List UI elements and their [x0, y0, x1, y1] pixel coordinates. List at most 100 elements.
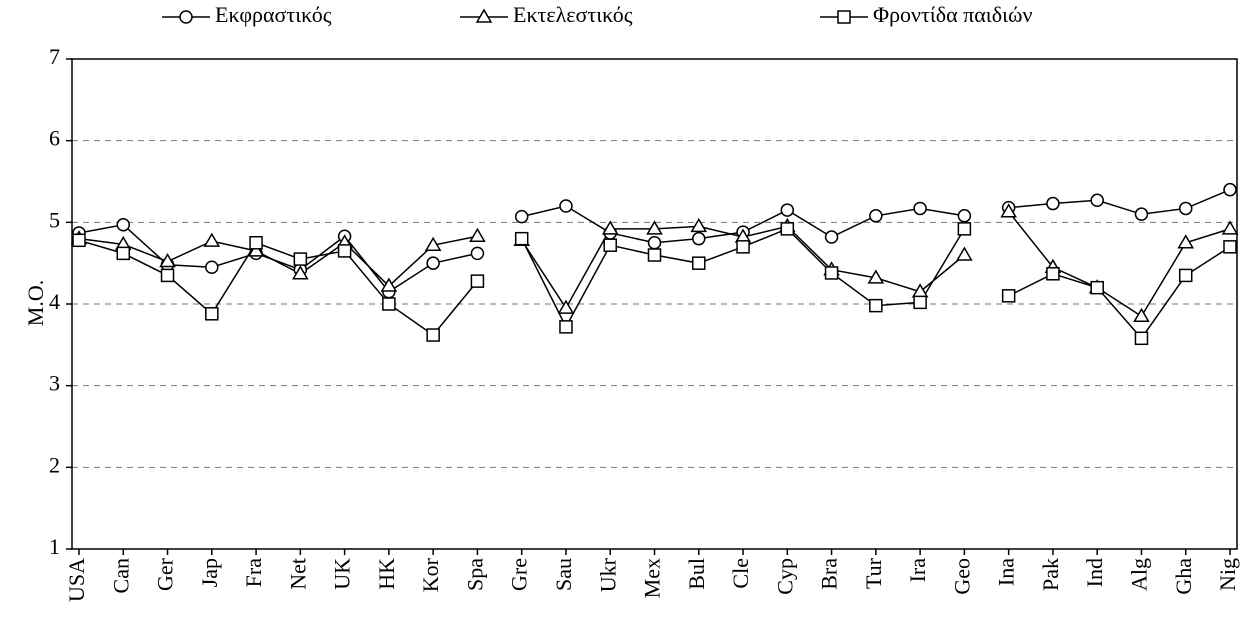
legend-label: Φροντίδα παιδιών [873, 2, 1032, 27]
x-tick-label: USA [64, 558, 89, 602]
x-tick-label: Pak [1038, 558, 1063, 591]
marker [470, 274, 485, 288]
y-tick-label: 6 [49, 126, 60, 151]
x-tick-label: HK [374, 558, 399, 590]
marker [469, 227, 486, 242]
series-line [1008, 188, 1231, 215]
marker [601, 220, 619, 235]
x-tick-label: Gre [507, 558, 532, 591]
marker [426, 328, 440, 342]
x-tick-label: Fra [241, 558, 266, 588]
marker [203, 232, 221, 247]
series-line [78, 239, 479, 337]
x-tick-label: Ger [153, 557, 178, 591]
marker [559, 320, 573, 334]
marker [837, 10, 851, 24]
x-tick-label: Bul [684, 558, 709, 590]
x-tick-label: Tur [861, 557, 886, 589]
marker [159, 253, 176, 268]
legend-item: Φροντίδα παιδιών [820, 2, 1032, 27]
marker [824, 266, 839, 280]
marker [603, 238, 617, 252]
x-tick-label: Kor [418, 557, 443, 592]
marker [824, 230, 839, 244]
series-line [78, 223, 478, 293]
marker [956, 246, 973, 261]
marker [1178, 201, 1193, 216]
x-tick-label: Mex [640, 558, 665, 598]
legend-item: Εκτελεστικός [460, 2, 633, 27]
marker [426, 256, 440, 270]
marker [690, 217, 708, 233]
y-tick-label: 5 [49, 207, 60, 232]
marker [1046, 267, 1060, 281]
marker [1223, 240, 1237, 254]
y-tick-label: 1 [49, 534, 60, 559]
x-tick-label: Ukr [595, 557, 620, 592]
marker [780, 203, 795, 217]
x-tick-label: Alg [1127, 558, 1152, 591]
marker [646, 220, 663, 235]
marker [380, 277, 398, 292]
marker [424, 236, 442, 251]
x-tick-label: Jap [197, 558, 222, 587]
x-tick-label: Geo [949, 558, 974, 595]
marker [337, 244, 352, 258]
marker [869, 298, 883, 313]
marker [913, 201, 927, 216]
marker [292, 265, 309, 280]
legend-label: Εκφραστικός [215, 2, 332, 27]
y-tick-label: 7 [49, 44, 60, 69]
legend-item: Εκφραστικός [162, 2, 332, 27]
y-axis-label: M.O. [23, 280, 48, 326]
marker [1046, 196, 1060, 211]
marker [470, 246, 485, 261]
marker [692, 256, 706, 270]
marker [692, 231, 706, 246]
x-tick-label: UK [330, 558, 355, 590]
legend-label: Εκτελεστικός [513, 2, 633, 27]
marker [957, 209, 972, 223]
marker [736, 240, 750, 254]
marker [160, 268, 175, 283]
marker [514, 231, 529, 246]
marker [957, 222, 972, 236]
x-tick-label: Net [285, 558, 310, 590]
marker [647, 236, 662, 250]
marker [1178, 268, 1193, 283]
x-tick-label: Gha [1171, 558, 1196, 595]
marker [72, 233, 86, 248]
marker [647, 248, 662, 262]
x-tick-label: Can [108, 558, 133, 593]
marker [382, 297, 396, 311]
marker [1134, 207, 1149, 221]
marker [1223, 182, 1237, 197]
marker [559, 199, 573, 213]
marker [1090, 193, 1104, 208]
marker [1001, 289, 1016, 303]
marker [1090, 280, 1104, 295]
marker [205, 307, 219, 321]
x-tick-label: Ina [994, 558, 1019, 586]
marker [557, 299, 575, 314]
marker [869, 209, 883, 223]
series-line [1008, 211, 1231, 318]
series-line [78, 235, 478, 288]
x-tick-label: Ind [1082, 558, 1107, 587]
marker [247, 242, 265, 257]
marker [116, 246, 131, 261]
marker [1000, 203, 1017, 218]
marker [205, 260, 219, 274]
marker [179, 10, 193, 24]
x-tick-label: Ira [905, 558, 930, 583]
marker [1221, 220, 1239, 235]
marker [1134, 331, 1149, 346]
marker [293, 252, 308, 266]
y-tick-label: 3 [49, 371, 60, 396]
x-tick-label: Cyp [772, 558, 797, 595]
series-line [1008, 246, 1231, 340]
x-tick-label: Nig [1215, 558, 1240, 591]
x-tick-label: Sau [551, 558, 576, 591]
marker [867, 269, 885, 284]
